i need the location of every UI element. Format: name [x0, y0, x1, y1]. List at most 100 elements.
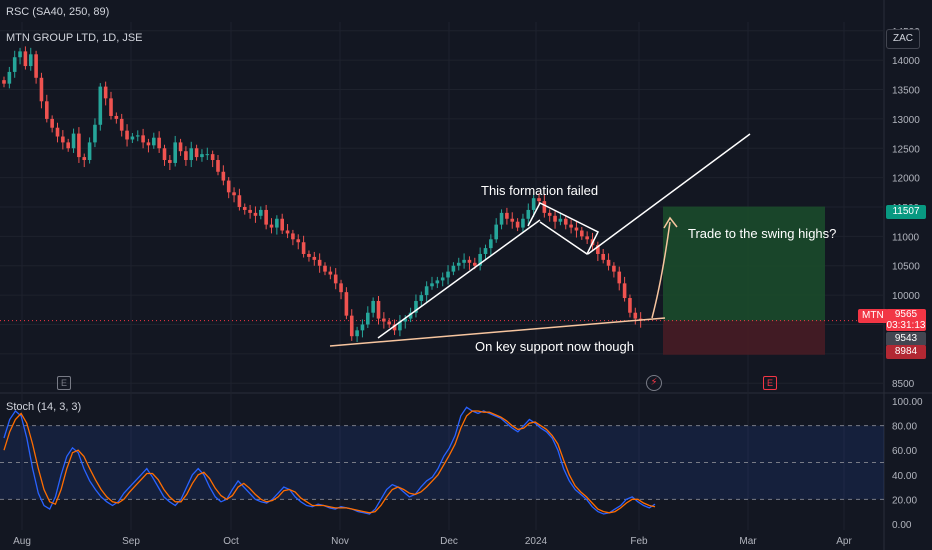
candle-body — [360, 324, 365, 331]
target-arrow-head — [663, 216, 678, 229]
stoch-tick-label: 60.00 — [892, 446, 917, 457]
rsc-indicator-legend[interactable]: RSC (SA40, 250, 89) — [6, 6, 109, 18]
candle-body — [253, 212, 258, 216]
bar-countdown: 03:31:13 — [886, 320, 926, 331]
candle-body — [135, 135, 140, 137]
target-price-tag: 11507 — [886, 205, 926, 219]
stoch-d-line — [3, 410, 656, 514]
candle-body — [440, 277, 445, 281]
stoch-indicator-legend[interactable]: Stoch (14, 3, 3) — [6, 401, 81, 413]
candle-body — [152, 137, 156, 146]
candle-body — [312, 256, 317, 260]
candle-body — [355, 330, 359, 337]
time-tick-label: Sep — [122, 536, 140, 547]
candle-body — [45, 101, 49, 119]
candle-body — [259, 209, 263, 216]
candle-body — [499, 212, 504, 225]
candle-body — [462, 259, 466, 263]
candle-body — [7, 71, 12, 84]
candle-body — [291, 233, 295, 240]
candle-body — [55, 127, 60, 137]
time-tick-label: Aug — [13, 536, 31, 547]
price-tick-label: 11000 — [892, 232, 920, 243]
candle-body — [34, 54, 38, 78]
candle-body — [23, 51, 28, 67]
time-tick-label: 2024 — [525, 536, 548, 547]
target-zone — [663, 206, 825, 321]
candle-body — [93, 124, 97, 143]
candle-body — [622, 283, 627, 299]
dividend-icon[interactable]: ⚡ — [646, 375, 662, 391]
candle-body — [130, 136, 135, 140]
candle-body — [349, 315, 354, 337]
stoch-tick-label: 40.00 — [892, 471, 917, 482]
stochastic-panel: 0.00 20.00 40.00 60.00 80.00 100.00 — [0, 397, 923, 531]
candle-body — [596, 245, 600, 254]
candle-body — [71, 133, 76, 149]
candle-body — [333, 274, 338, 284]
price-tick-label: 10500 — [892, 262, 920, 273]
stop-price-tag: 8984 — [886, 345, 926, 359]
stoch-tick-label: 80.00 — [892, 422, 917, 433]
candle-body — [601, 253, 605, 260]
time-tick-label: Oct — [223, 536, 239, 547]
candle-body — [537, 198, 541, 202]
price-tick-label: 12000 — [892, 174, 920, 185]
candle-body — [414, 300, 418, 313]
candle-body — [162, 148, 167, 161]
candle-body — [382, 318, 386, 322]
candle-body — [473, 262, 477, 266]
candle-body — [531, 198, 536, 210]
candle-body — [2, 80, 6, 84]
price-tick-label: 13000 — [892, 115, 920, 126]
candle-body — [221, 171, 226, 181]
time-tick-label: Nov — [331, 536, 349, 547]
candle-body — [408, 312, 413, 319]
earnings-icon[interactable]: E — [763, 376, 777, 390]
candle-body — [526, 209, 531, 219]
candle-body — [39, 77, 44, 102]
candle-body — [424, 286, 429, 296]
candle-body — [82, 157, 87, 161]
candle-body — [173, 142, 177, 163]
annotation-support[interactable]: On key support now though — [475, 339, 634, 354]
stoch-label: Stoch (14, 3, 3) — [6, 401, 82, 413]
candle-body — [563, 218, 568, 225]
stoch-tick-label: 20.00 — [892, 495, 917, 506]
candle-body — [28, 54, 33, 67]
candle-body — [189, 148, 194, 161]
annotation-target[interactable]: Trade to the swing highs? — [688, 226, 837, 241]
candle-body — [216, 160, 220, 172]
candle-body — [232, 192, 236, 196]
candle-body — [392, 324, 397, 331]
candle-body — [398, 321, 402, 331]
position-zones — [0, 206, 884, 355]
candle-body — [371, 300, 375, 313]
candle-body — [547, 212, 552, 216]
candle-body — [542, 201, 547, 213]
earnings-icon[interactable]: E — [57, 376, 71, 390]
candle-body — [50, 118, 54, 128]
candle-body — [483, 248, 488, 254]
candle-body — [387, 321, 391, 325]
candle-body — [344, 292, 349, 316]
candle-body — [141, 135, 145, 143]
annotation-pattern[interactable]: This formation failed — [481, 183, 599, 198]
stop-zone — [663, 320, 825, 355]
candle-body — [489, 239, 493, 249]
candle-body — [323, 265, 327, 272]
candle-body — [119, 118, 124, 131]
candle-body — [109, 98, 113, 116]
candle-body — [307, 253, 311, 257]
candle-body — [451, 265, 456, 272]
currency-button[interactable]: ZAC — [886, 29, 920, 49]
candle-body — [237, 195, 242, 207]
candle-body — [269, 224, 274, 228]
symbol-legend[interactable]: MTN GROUP LTD, 1D, JSE — [6, 32, 143, 44]
candle-body — [558, 218, 563, 222]
candle-body — [200, 154, 204, 158]
candle-body — [280, 218, 284, 231]
candle-body — [264, 209, 268, 225]
